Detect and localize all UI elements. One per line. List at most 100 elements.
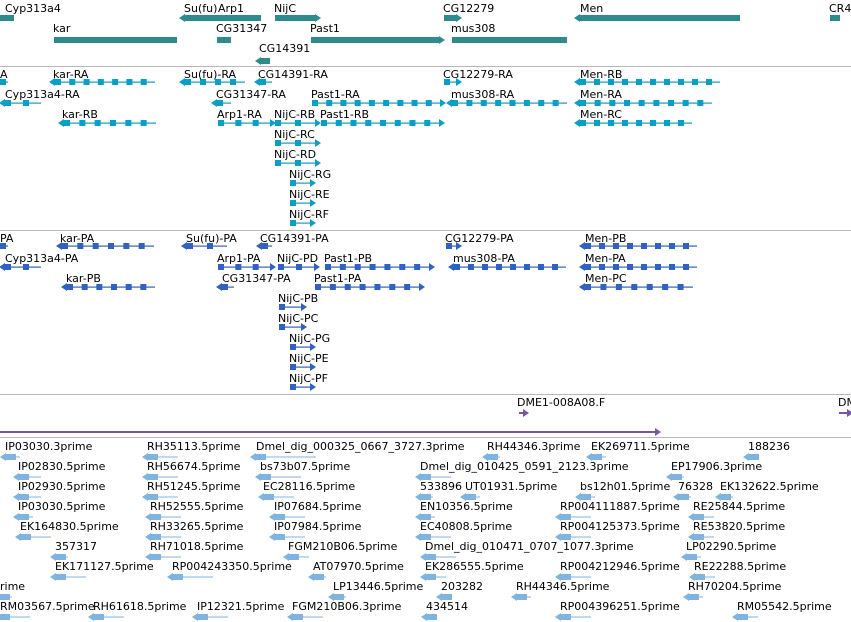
feature-label-ip02830-5prime[interactable]: IP02830.5prime bbox=[18, 460, 106, 473]
feature-label-nijc-pd[interactable]: NijC-PD bbox=[277, 252, 319, 265]
feature-glyph-ec40808-5prime[interactable] bbox=[415, 533, 451, 541]
feature-label-cg12279-pa[interactable]: CG12279-PA bbox=[445, 232, 514, 245]
feature-glyph-nijc-pf[interactable] bbox=[290, 383, 316, 391]
feature-label-434514[interactable]: 434514 bbox=[426, 600, 468, 613]
feature-glyph-fgm210b06-5prime[interactable] bbox=[283, 553, 309, 561]
feature-glyph-cg31347-pa[interactable] bbox=[216, 283, 234, 291]
feature-label-re22288-5prime[interactable]: RE22288.5prime bbox=[694, 560, 787, 573]
feature-label-men-ra[interactable]: Men-RA bbox=[580, 88, 622, 101]
feature-label-fgm210b06-5prime[interactable]: FGM210B06.5prime bbox=[288, 540, 398, 553]
feature-label-cg12279[interactable]: CG12279 bbox=[443, 2, 495, 15]
feature-glyph-cg12279-ra[interactable] bbox=[444, 78, 462, 86]
feature-glyph-men-pc[interactable] bbox=[579, 283, 693, 291]
feature-label-ek286555-5prime[interactable]: EK286555.5prime bbox=[425, 560, 524, 573]
feature-label-past1[interactable]: Past1 bbox=[310, 22, 340, 35]
feature-glyph-past1-pb[interactable] bbox=[325, 263, 435, 271]
feature-label-cyp313a4-ra[interactable]: Cyp313a4-RA bbox=[5, 88, 80, 101]
feature-glyph-rh44346-5prime[interactable] bbox=[511, 593, 531, 601]
feature-glyph-bac-span[interactable] bbox=[0, 428, 661, 436]
feature-label-men-rb[interactable]: Men-RB bbox=[580, 68, 623, 81]
feature-glyph-lp13446-5prime[interactable] bbox=[328, 593, 346, 601]
feature-glyph-bs12h01-5prime[interactable] bbox=[575, 493, 595, 501]
feature-glyph-fgm210b06-3prime[interactable] bbox=[287, 613, 323, 621]
feature-label-pa[interactable]: PA bbox=[0, 232, 14, 245]
feature-glyph-ek164830-5prime[interactable] bbox=[15, 533, 51, 541]
feature-label-rh70204-5prime[interactable]: RH70204.5prime bbox=[688, 580, 782, 593]
feature-glyph-cyp313a4[interactable] bbox=[0, 15, 14, 21]
feature-label-nijc-rc[interactable]: NijC-RC bbox=[274, 128, 315, 141]
feature-label-cg31347-ra[interactable]: CG31347-RA bbox=[216, 88, 286, 101]
feature-glyph-mus308-pa[interactable] bbox=[448, 263, 566, 271]
feature-glyph-mus308-ra[interactable] bbox=[446, 99, 567, 107]
feature-glyph-past1-ra[interactable] bbox=[312, 99, 446, 107]
feature-glyph-su-fu-pa[interactable] bbox=[181, 242, 227, 250]
feature-glyph-533896[interactable] bbox=[415, 493, 433, 501]
feature-label-dm[interactable]: DM bbox=[838, 396, 851, 409]
feature-label-ip07984-5prime[interactable]: IP07984.5prime bbox=[274, 520, 362, 533]
feature-glyph-dm[interactable] bbox=[839, 409, 851, 417]
feature-glyph-kar-pa[interactable] bbox=[56, 242, 154, 250]
feature-glyph-nijc-pc[interactable] bbox=[279, 323, 307, 331]
feature-label-rh44346-3prime[interactable]: RH44346.3prime bbox=[487, 440, 581, 453]
feature-glyph-pa[interactable] bbox=[0, 243, 8, 249]
feature-glyph-ip03030-5prime[interactable] bbox=[13, 513, 33, 521]
feature-label-cg12279-ra[interactable]: CG12279-RA bbox=[443, 68, 513, 81]
feature-glyph-rp004125373-5prime[interactable] bbox=[555, 533, 591, 541]
feature-glyph-arp1-pa[interactable] bbox=[218, 263, 276, 271]
feature-glyph-ek171127-5prime[interactable] bbox=[50, 573, 86, 581]
feature-label-re25844-5prime[interactable]: RE25844.5prime bbox=[693, 500, 786, 513]
feature-glyph-rh33265-5prime[interactable] bbox=[145, 533, 181, 541]
feature-label-cr4[interactable]: CR4 bbox=[829, 2, 851, 15]
feature-label-rh51245-5prime[interactable]: RH51245.5prime bbox=[147, 480, 241, 493]
feature-glyph-su-fu-ra[interactable] bbox=[179, 78, 245, 86]
feature-glyph-nijc-rg[interactable] bbox=[290, 179, 316, 187]
feature-glyph-rh51245-5prime[interactable] bbox=[142, 493, 178, 501]
feature-label-dmel-dig-010471-0707-1077-3prime[interactable]: Dmel_dig_010471_0707_1077.3prime bbox=[425, 540, 634, 553]
feature-glyph-rh61618-5prime[interactable] bbox=[88, 613, 124, 621]
feature-label-dmel-dig-000325-0667-3727-3prime[interactable]: Dmel_dig_000325_0667_3727.3prime bbox=[256, 440, 465, 453]
feature-glyph-men[interactable] bbox=[574, 14, 740, 22]
feature-glyph-ek132622-5prime[interactable] bbox=[715, 493, 733, 501]
feature-label-su-fu-pa[interactable]: Su(fu)-PA bbox=[186, 232, 237, 245]
feature-label-ip02930-5prime[interactable]: IP02930.5prime bbox=[18, 480, 106, 493]
feature-glyph-past1[interactable] bbox=[311, 36, 445, 44]
feature-glyph-ek269711-5prime[interactable] bbox=[586, 453, 606, 461]
feature-label-rp004125373-5prime[interactable]: RP004125373.5prime bbox=[560, 520, 680, 533]
feature-glyph-188236[interactable] bbox=[743, 453, 759, 461]
feature-label-a[interactable]: A bbox=[0, 68, 8, 81]
feature-label-cg14391[interactable]: CG14391 bbox=[259, 42, 311, 55]
feature-label-rp004212946-5prime[interactable]: RP004212946.5prime bbox=[560, 560, 680, 573]
feature-label-arp1[interactable]: Arp1 bbox=[218, 2, 245, 15]
feature-label-rp004396251-5prime[interactable]: RP004396251.5prime bbox=[560, 600, 680, 613]
feature-glyph-nijc-pg[interactable] bbox=[290, 343, 316, 351]
feature-label-re53820-5prime[interactable]: RE53820.5prime bbox=[693, 520, 786, 533]
feature-label-cg14391-pa[interactable]: CG14391-PA bbox=[260, 232, 329, 245]
feature-glyph-bs73b07-5prime[interactable] bbox=[255, 473, 301, 481]
feature-label-nijc-rb[interactable]: NijC-RB bbox=[274, 108, 316, 121]
feature-label-rh35113-5prime[interactable]: RH35113.5prime bbox=[147, 440, 241, 453]
feature-glyph-cg31347-ra[interactable] bbox=[211, 99, 231, 107]
feature-glyph-203282[interactable] bbox=[436, 593, 452, 601]
feature-label-ip03030-3prime[interactable]: IP03030.3prime bbox=[5, 440, 93, 453]
feature-label-ec40808-5prime[interactable]: EC40808.5prime bbox=[420, 520, 513, 533]
feature-glyph-dmel-dig-000325-0667-3727-3prime[interactable] bbox=[250, 453, 316, 461]
feature-glyph-a[interactable] bbox=[0, 79, 8, 85]
feature-label-at07970-5prime[interactable]: AT07970.5prime bbox=[313, 560, 404, 573]
feature-glyph-ip03030-3prime[interactable] bbox=[0, 453, 20, 461]
feature-glyph-nijc-pb[interactable] bbox=[279, 303, 307, 311]
feature-glyph-357317[interactable] bbox=[50, 553, 68, 561]
feature-glyph-at07970-5prime[interactable] bbox=[308, 573, 326, 581]
feature-label-rp004243350-5prime[interactable]: RP004243350.5prime bbox=[172, 560, 292, 573]
feature-glyph-rime[interactable] bbox=[0, 593, 12, 601]
feature-label-arp1-ra[interactable]: Arp1-RA bbox=[217, 108, 262, 121]
feature-label-mus308-pa[interactable]: mus308-PA bbox=[453, 252, 515, 265]
feature-label-rh33265-5prime[interactable]: RH33265.5prime bbox=[150, 520, 244, 533]
feature-label-rm05542-5prime[interactable]: RM05542.5prime bbox=[737, 600, 832, 613]
feature-label-nijc-pf[interactable]: NijC-PF bbox=[289, 372, 328, 385]
feature-glyph-men-rc[interactable] bbox=[574, 119, 692, 127]
feature-label-past1-rb[interactable]: Past1-RB bbox=[320, 108, 370, 121]
feature-label-rh44346-5prime[interactable]: RH44346.5prime bbox=[516, 580, 610, 593]
feature-glyph-en10356-5prime[interactable] bbox=[415, 513, 435, 521]
feature-label-su-fu[interactable]: Su(fu) bbox=[184, 2, 218, 15]
feature-glyph-rp004212946-5prime[interactable] bbox=[555, 573, 591, 581]
